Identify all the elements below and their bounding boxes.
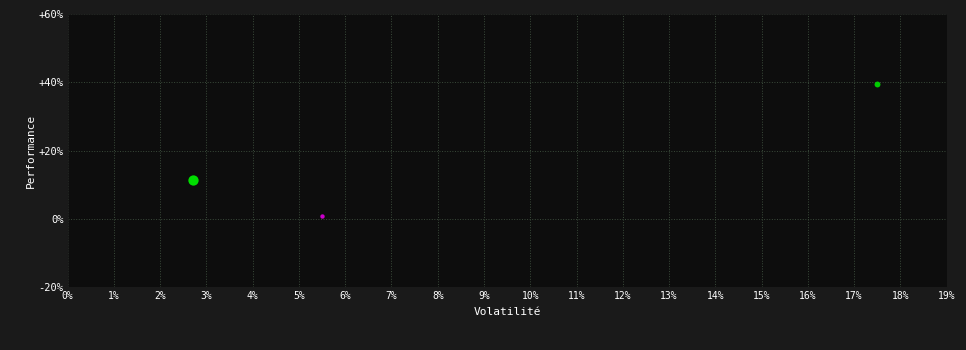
Point [185,177,200,182]
Point [314,213,329,219]
Point [869,81,885,87]
Y-axis label: Performance: Performance [26,113,36,188]
X-axis label: Volatilité: Volatilité [473,307,541,317]
